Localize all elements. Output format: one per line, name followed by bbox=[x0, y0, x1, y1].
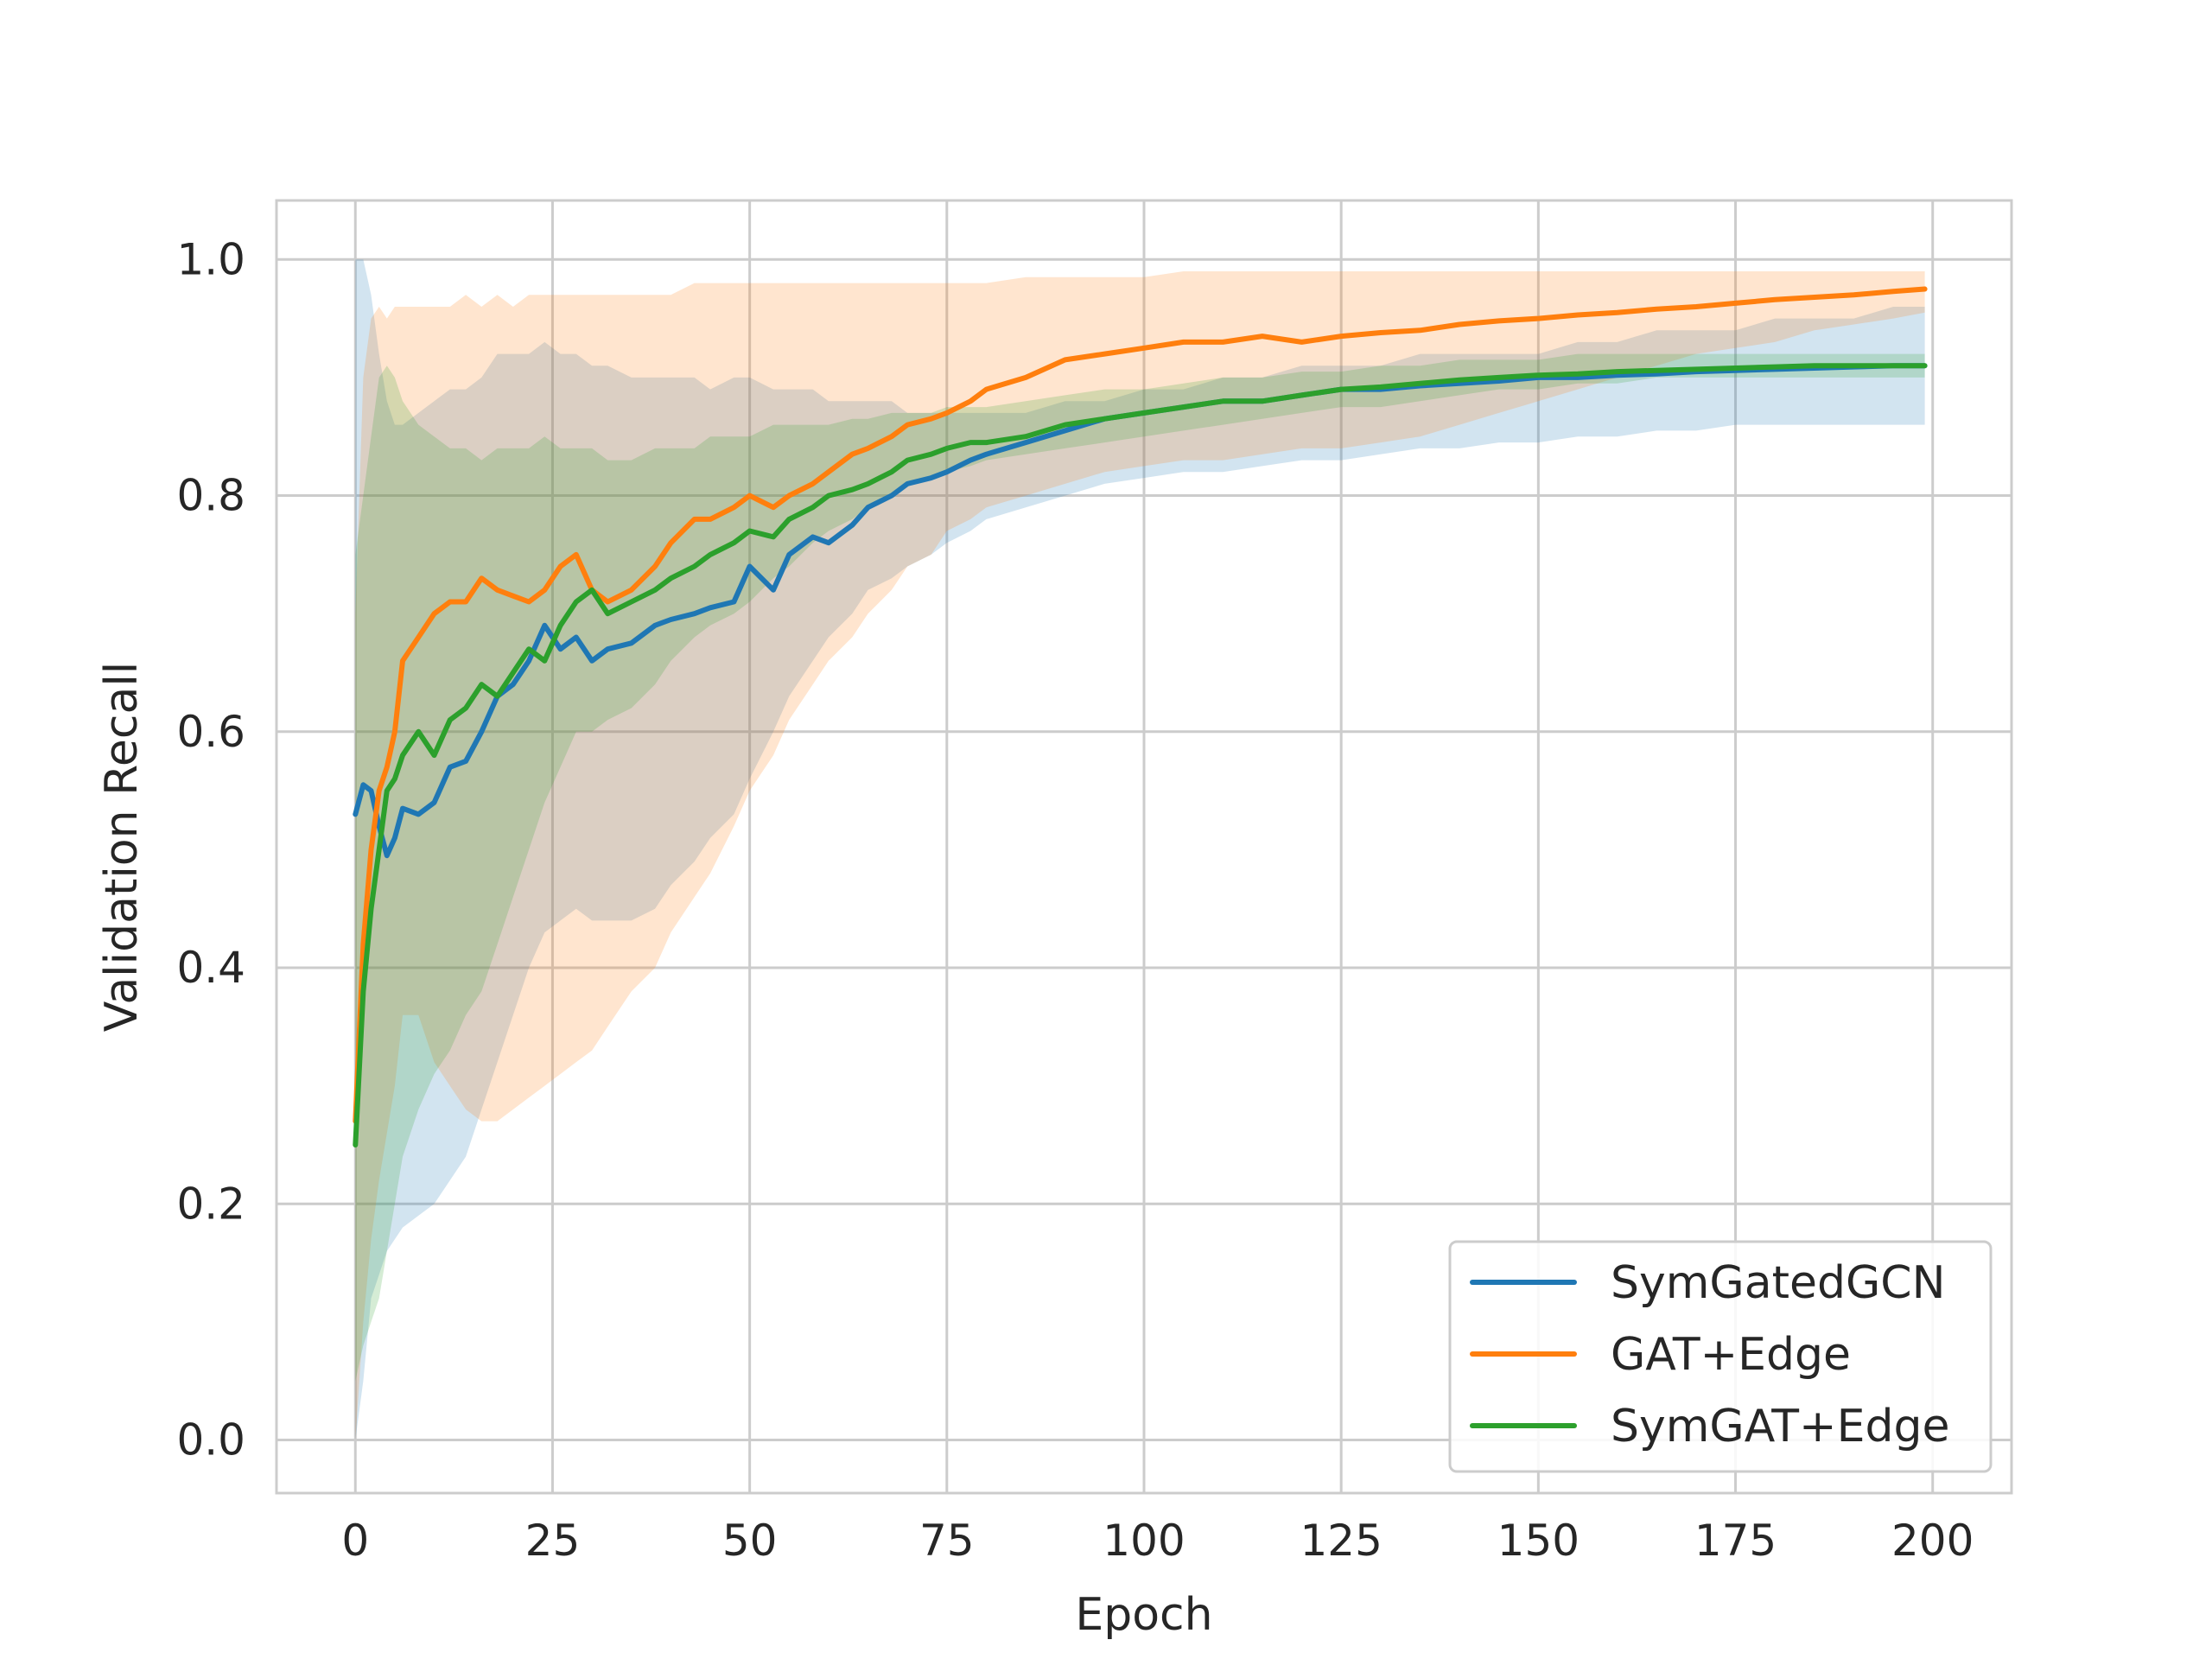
y-tick-label: 0.2 bbox=[176, 1179, 245, 1229]
x-tick-label: 50 bbox=[722, 1516, 778, 1566]
confidence-band bbox=[355, 271, 1925, 1440]
plot-frame bbox=[275, 199, 2013, 1495]
y-tick-label: 0.4 bbox=[176, 943, 245, 993]
series-lines bbox=[353, 286, 1928, 1147]
x-axis-title: Epoch bbox=[1075, 1589, 1212, 1641]
y-tick-label: 1.0 bbox=[176, 234, 245, 284]
y-tick-label: 0.6 bbox=[176, 707, 245, 757]
x-axis-ticks: 0 25 50 75 100 125 150 175 200 bbox=[341, 1516, 1974, 1566]
confidence-bands bbox=[355, 259, 1925, 1440]
legend-label: SymGAT+Edge bbox=[1611, 1401, 1949, 1452]
x-tick-label: 25 bbox=[525, 1516, 581, 1566]
x-tick-label: 0 bbox=[341, 1516, 369, 1566]
x-tick-label: 75 bbox=[919, 1516, 975, 1566]
legend: SymGatedGCN GAT+Edge SymGAT+Edge bbox=[1448, 1240, 1993, 1473]
series-line bbox=[353, 363, 1928, 859]
confidence-band bbox=[355, 259, 1925, 1440]
y-axis-ticks: 0.0 0.2 0.4 0.6 0.8 1.0 bbox=[176, 234, 245, 1465]
series-line bbox=[353, 363, 1928, 1147]
y-tick-label: 0.0 bbox=[176, 1415, 245, 1465]
x-tick-label: 150 bbox=[1497, 1516, 1580, 1566]
x-tick-label: 125 bbox=[1300, 1516, 1382, 1566]
x-tick-label: 100 bbox=[1103, 1516, 1185, 1566]
legend-label: SymGatedGCN bbox=[1611, 1257, 1946, 1309]
series-line bbox=[353, 286, 1928, 1124]
x-tick-label: 175 bbox=[1694, 1516, 1777, 1566]
y-tick-label: 0.8 bbox=[176, 471, 245, 521]
y-axis-title: Validation Recall bbox=[96, 662, 148, 1032]
legend-box bbox=[1448, 1240, 1993, 1473]
legend-label: GAT+Edge bbox=[1611, 1329, 1851, 1381]
x-tick-label: 200 bbox=[1891, 1516, 1974, 1566]
confidence-band bbox=[355, 353, 1925, 1382]
